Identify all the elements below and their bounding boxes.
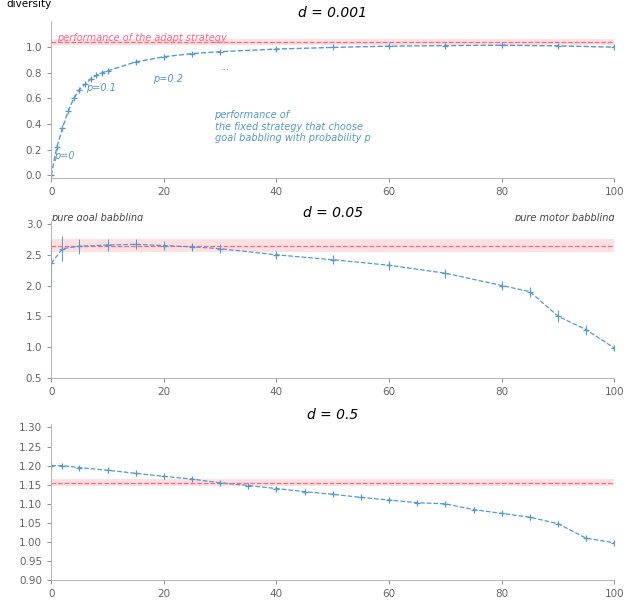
Title: d = 0.5: d = 0.5 [307, 408, 358, 422]
Text: p=0.2: p=0.2 [152, 74, 182, 84]
Bar [51, 39, 614, 45]
Text: diversity: diversity [6, 0, 51, 9]
Text: ...: ... [220, 62, 230, 72]
Bar [51, 239, 614, 252]
Title: d = 0.05: d = 0.05 [303, 206, 363, 220]
Text: p=0: p=0 [54, 151, 75, 161]
Text: p=0.1: p=0.1 [86, 83, 116, 93]
Text: performance of the adapt strategy: performance of the adapt strategy [57, 33, 227, 42]
Text: pure goal babbling: pure goal babbling [51, 212, 143, 222]
Text: performance of
the fixed strategy that choose
goal babbling with probability p: performance of the fixed strategy that c… [214, 110, 371, 143]
Text: pure motor babbling: pure motor babbling [514, 212, 614, 222]
Bar [51, 480, 614, 486]
Title: d = 0.001: d = 0.001 [298, 6, 367, 20]
